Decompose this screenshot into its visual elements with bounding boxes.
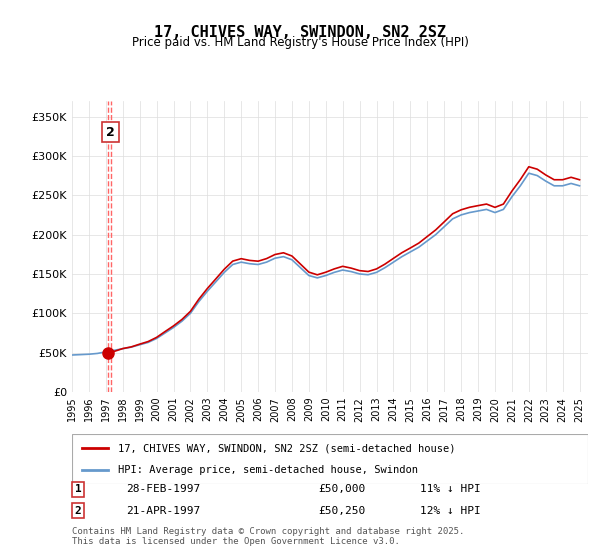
Text: £50,000: £50,000	[318, 484, 365, 494]
Text: 11% ↓ HPI: 11% ↓ HPI	[420, 484, 481, 494]
Text: HPI: Average price, semi-detached house, Swindon: HPI: Average price, semi-detached house,…	[118, 465, 418, 475]
Text: Price paid vs. HM Land Registry's House Price Index (HPI): Price paid vs. HM Land Registry's House …	[131, 36, 469, 49]
Text: 28-FEB-1997: 28-FEB-1997	[126, 484, 200, 494]
Text: 2: 2	[106, 126, 115, 139]
Text: 12% ↓ HPI: 12% ↓ HPI	[420, 506, 481, 516]
Text: 17, CHIVES WAY, SWINDON, SN2 2SZ: 17, CHIVES WAY, SWINDON, SN2 2SZ	[154, 25, 446, 40]
Text: Contains HM Land Registry data © Crown copyright and database right 2025.
This d: Contains HM Land Registry data © Crown c…	[72, 526, 464, 546]
Text: 2: 2	[74, 506, 82, 516]
FancyBboxPatch shape	[72, 434, 588, 484]
Text: 1: 1	[74, 484, 82, 494]
Text: 17, CHIVES WAY, SWINDON, SN2 2SZ (semi-detached house): 17, CHIVES WAY, SWINDON, SN2 2SZ (semi-d…	[118, 443, 456, 453]
Text: 21-APR-1997: 21-APR-1997	[126, 506, 200, 516]
Text: £50,250: £50,250	[318, 506, 365, 516]
